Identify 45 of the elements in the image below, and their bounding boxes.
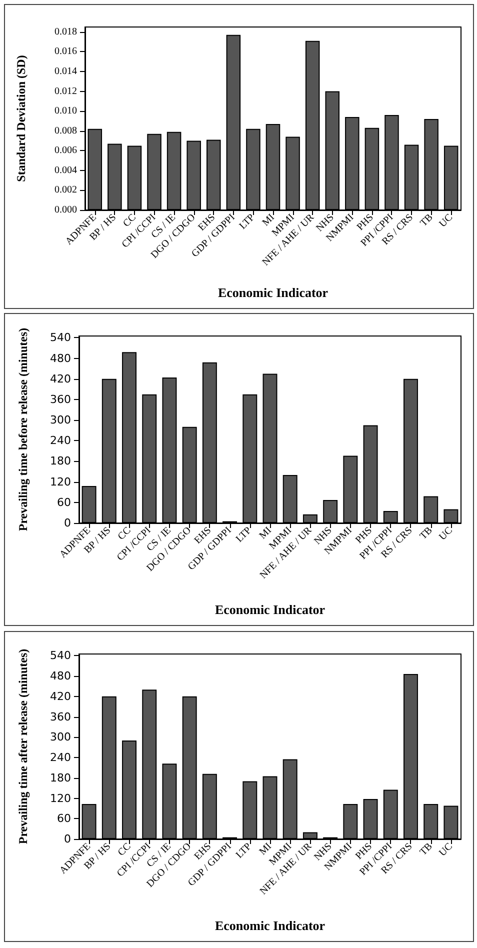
x-tick-label: UC <box>437 212 456 230</box>
y-tick-label: 0 <box>64 832 71 846</box>
y-tick-label: 300 <box>50 730 71 744</box>
x-tick-label: TB <box>418 212 436 229</box>
y-tick-label: 180 <box>50 771 71 784</box>
y-axis-title: Prevailing time after release (minutes) <box>16 648 30 844</box>
y-tick-label: 420 <box>50 372 71 386</box>
y-tick-label: 0.012 <box>54 86 77 97</box>
y-tick-label: 300 <box>50 414 71 427</box>
x-tick-label: UC <box>437 524 456 543</box>
y-tick-label: 540 <box>50 331 71 344</box>
x-tick-label: LTP <box>234 524 254 545</box>
y-tick-label: 240 <box>50 434 71 448</box>
x-tick-label: LTP <box>237 212 258 232</box>
y-tick-label: 0.002 <box>54 184 77 196</box>
y-tick-label: 0.014 <box>54 66 77 78</box>
y-tick-label: 60 <box>57 812 71 826</box>
y-tick-label: 480 <box>50 670 71 683</box>
y-tick-label: 240 <box>50 751 71 764</box>
y-tick-label: 180 <box>50 454 71 468</box>
x-axis-title: Economic Indicator <box>214 918 326 933</box>
y-tick-label: 0.010 <box>54 106 77 117</box>
y-tick-label: 120 <box>50 792 71 805</box>
y-axis-title: Standard Deviation (SD) <box>14 55 28 182</box>
y-axis-title: Prevailing time before release (minutes) <box>16 328 30 532</box>
x-axis-title: Economic Indicator <box>218 285 328 300</box>
x-tick-label: TB <box>418 840 435 858</box>
y-tick-label: 360 <box>50 710 71 724</box>
x-tick-label: LTP <box>234 840 254 861</box>
x-axis-title: Economic Indicator <box>214 602 326 617</box>
y-tick-label: 0.016 <box>54 46 77 58</box>
x-tick-label: UC <box>437 840 456 859</box>
y-tick-label: 120 <box>50 475 71 488</box>
y-tick-label: 0.006 <box>54 145 77 156</box>
y-tick-label: 0.018 <box>54 26 77 38</box>
y-tick-label: 420 <box>50 690 71 703</box>
y-tick-label: 0.004 <box>54 164 77 176</box>
y-tick-label: 540 <box>50 649 71 662</box>
y-tick-label: 0.000 <box>54 204 77 216</box>
y-tick-label: 60 <box>57 496 71 509</box>
y-tick-label: 0.008 <box>54 125 77 136</box>
y-tick-label: 0 <box>64 516 71 530</box>
y-tick-label: 360 <box>50 392 71 406</box>
y-tick-label: 480 <box>50 352 71 365</box>
x-tick-label: TB <box>418 524 435 542</box>
